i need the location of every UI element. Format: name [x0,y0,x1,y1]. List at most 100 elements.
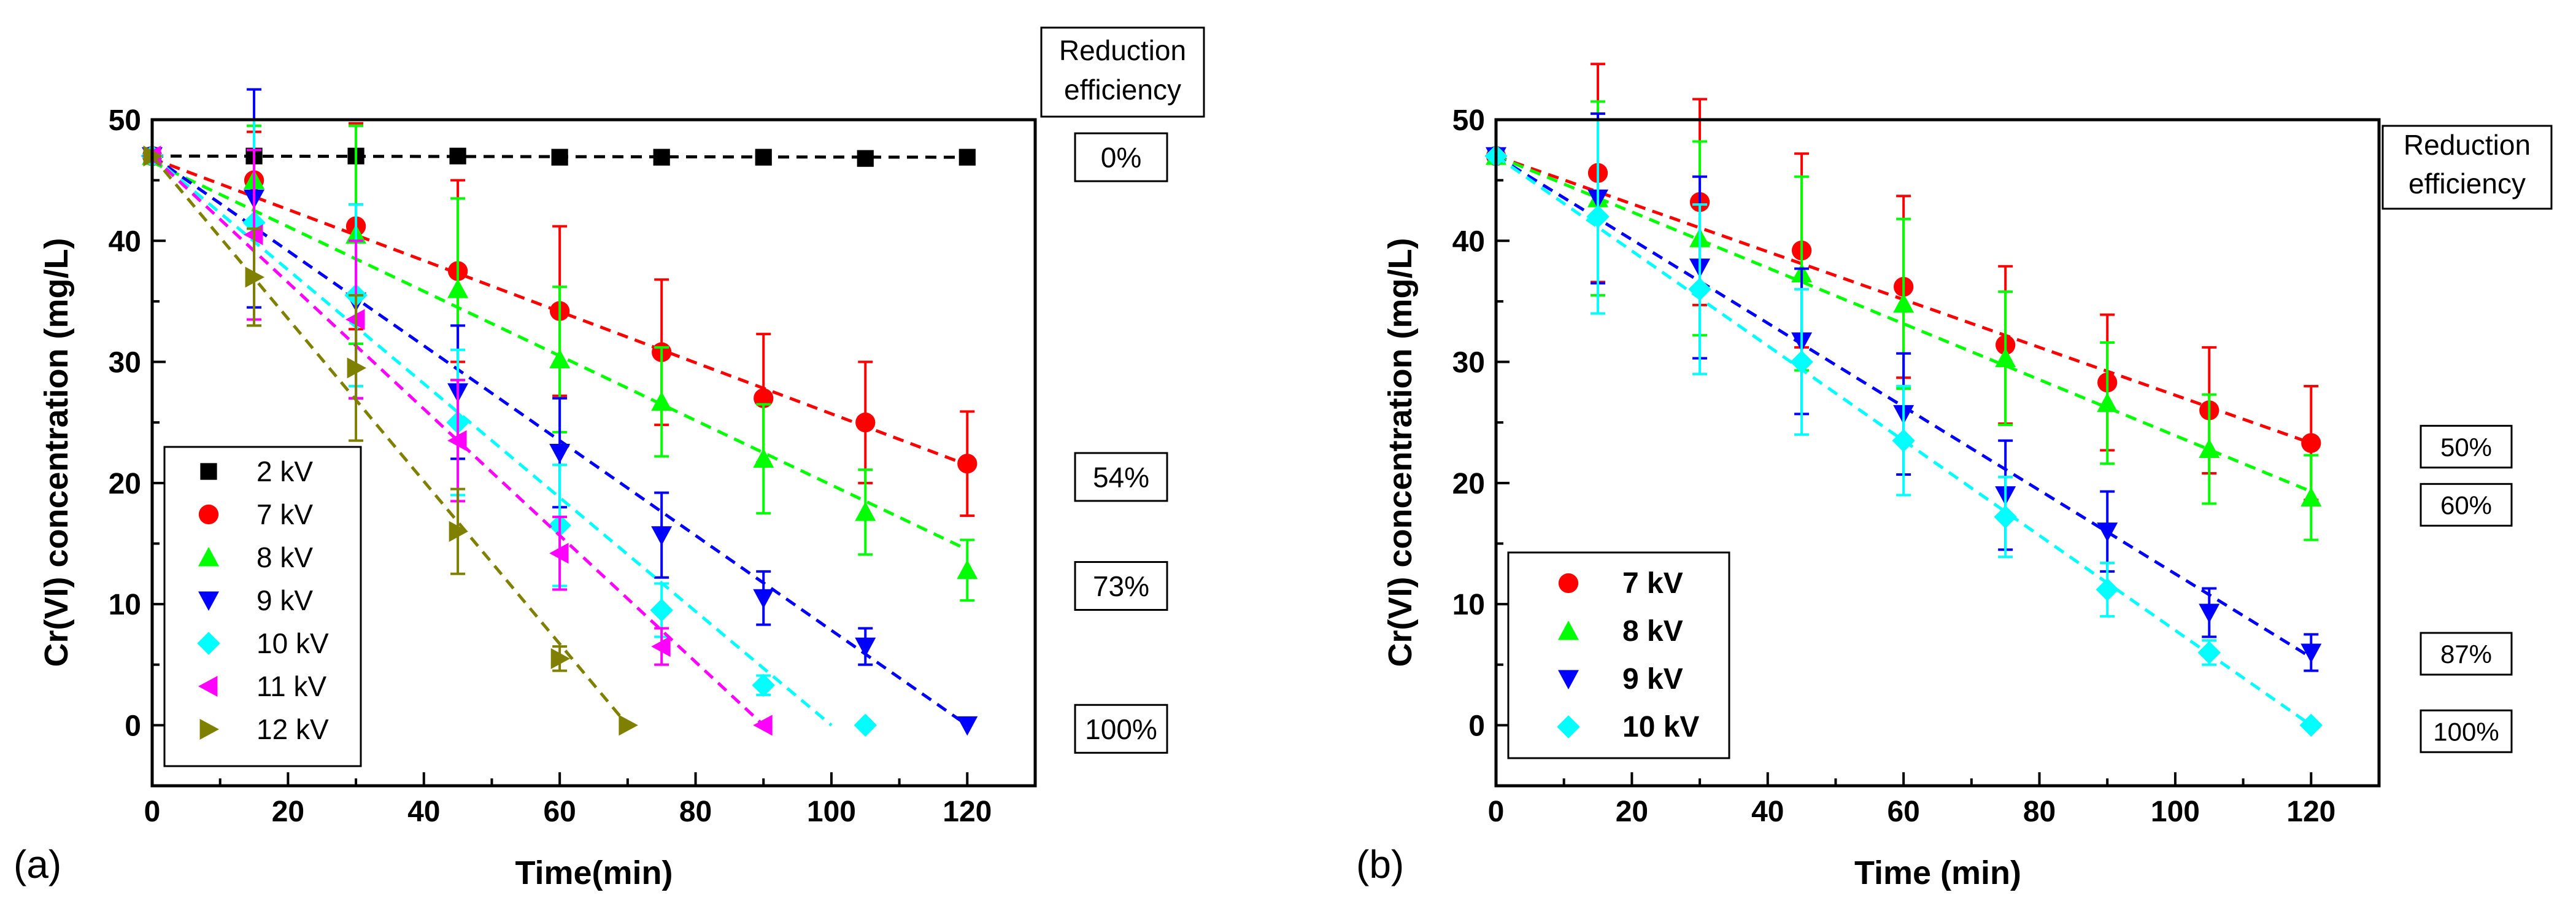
data-point [855,502,876,521]
legend-label: 7 kV [1622,567,1683,600]
data-point [2300,487,2322,506]
data-point [651,636,671,657]
efficiency-label-text: 50% [2440,433,2492,462]
data-point [347,357,367,379]
data-point [755,149,772,166]
data-point [651,391,673,411]
efficiency-header-text: Reduction [2404,129,2531,161]
efficiency-label: 87% [2420,632,2513,676]
series-12-kv [143,145,638,736]
efficiency-label-box [2420,709,2513,753]
data-point [2299,713,2323,737]
x-axis-label: Time (min) [1854,855,2021,891]
efficiency-label-box [1074,132,1168,182]
legend-box [163,446,362,767]
y-tick-label: 30 [1452,347,1485,379]
data-point [653,149,670,166]
panel-label: (a) [13,842,61,886]
data-point [855,413,876,433]
data-point [449,147,466,165]
series-2-kv [144,147,976,167]
fit-line [152,157,968,467]
efficiency-label: 50% [2420,425,2513,469]
data-point [245,266,265,288]
efficiency-label-text: 73% [1093,570,1149,602]
legend-marker [1558,670,1579,689]
data-point [958,149,976,166]
series-8-kv [1486,100,2322,541]
efficiency-label-box [1074,452,1168,502]
legend-label: 10 kV [1622,711,1699,743]
data-point [957,716,978,736]
data-point [2097,392,2118,413]
data-point [651,526,673,546]
fit-line [1495,155,2312,659]
legend-marker [1558,621,1579,640]
x-tick-label: 120 [943,796,992,828]
data-point [619,715,638,736]
data-point [854,713,877,737]
efficiency-label: 60% [2420,483,2513,527]
data-point [549,543,569,564]
legend-label: 10 kV [256,627,329,659]
efficiency-header-text: Reduction [1059,34,1186,66]
legend-marker [199,719,219,740]
chart-panel-a: 0 20 40 60 80 100 120 0 10 20 30 40 50 Time(min) Cr(VI… [13,26,1205,891]
efficiency-header-box [1040,26,1205,118]
fit-line [151,155,629,726]
data-point [447,279,469,298]
efficiency-label-box [2420,632,2513,676]
efficiency-header-text: efficiency [2408,168,2526,200]
x-tick-label: 100 [2151,796,2200,828]
efficiency-label-box [1074,561,1168,611]
data-point [957,454,978,474]
chart-panel-b: 0 20 40 60 80 100 120 0 10 20 30 40 50 Time (min) Cr(V… [1356,63,2553,891]
efficiency-label: 73% [1074,561,1168,611]
data-point [1790,350,1813,374]
data-point [753,448,774,468]
data-point [2301,433,2321,453]
legend-marker [1558,573,1579,594]
efficiency-label: 100% [2420,709,2513,753]
y-tick-label: 40 [1452,225,1485,258]
data-point [752,673,775,697]
y-tick-label: 20 [1452,468,1485,500]
y-tick-label: 30 [109,347,141,379]
x-tick-label: 40 [407,796,440,828]
x-axis-label: Time(min) [515,855,673,891]
x-tick-label: 60 [1887,796,1919,828]
legend: 7 kV 8 kV 9 kV 10 kV [1507,551,1730,759]
x-tick-label: 0 [144,796,161,828]
data-point [1893,293,1915,313]
data-point [753,589,774,609]
efficiency-label: 100% [1074,704,1168,754]
data-point [957,559,978,580]
data-point [549,349,571,369]
x-tick-label: 80 [679,796,712,828]
efficiency-label-box [2420,483,2513,527]
data-point [857,150,874,167]
legend-marker [198,504,219,525]
legend-label: 9 kV [256,584,313,616]
efficiency-header-box [2381,125,2553,210]
x-tick-label: 100 [807,796,856,828]
panel-label: (b) [1356,842,1404,886]
y-tick-label: 50 [109,104,141,137]
y-tick-label: 50 [1452,104,1485,137]
legend-label: 12 kV [256,713,329,745]
legend-marker [197,632,220,655]
legend-label: 9 kV [1622,663,1683,696]
x-tick-label: 120 [2286,796,2335,828]
efficiency-header: Reduction efficiency [1040,26,1205,118]
plot-frame [1494,118,2381,788]
data-point [549,444,571,463]
data-point [1688,277,1711,301]
data-point [447,430,467,451]
x-tick-label: 80 [2023,796,2056,828]
fit-line [151,155,833,727]
series-10-kv [1484,118,2323,737]
legend-marker [198,547,219,567]
efficiency-label: 0% [1074,132,1168,182]
legend-label: 7 kV [256,498,313,530]
